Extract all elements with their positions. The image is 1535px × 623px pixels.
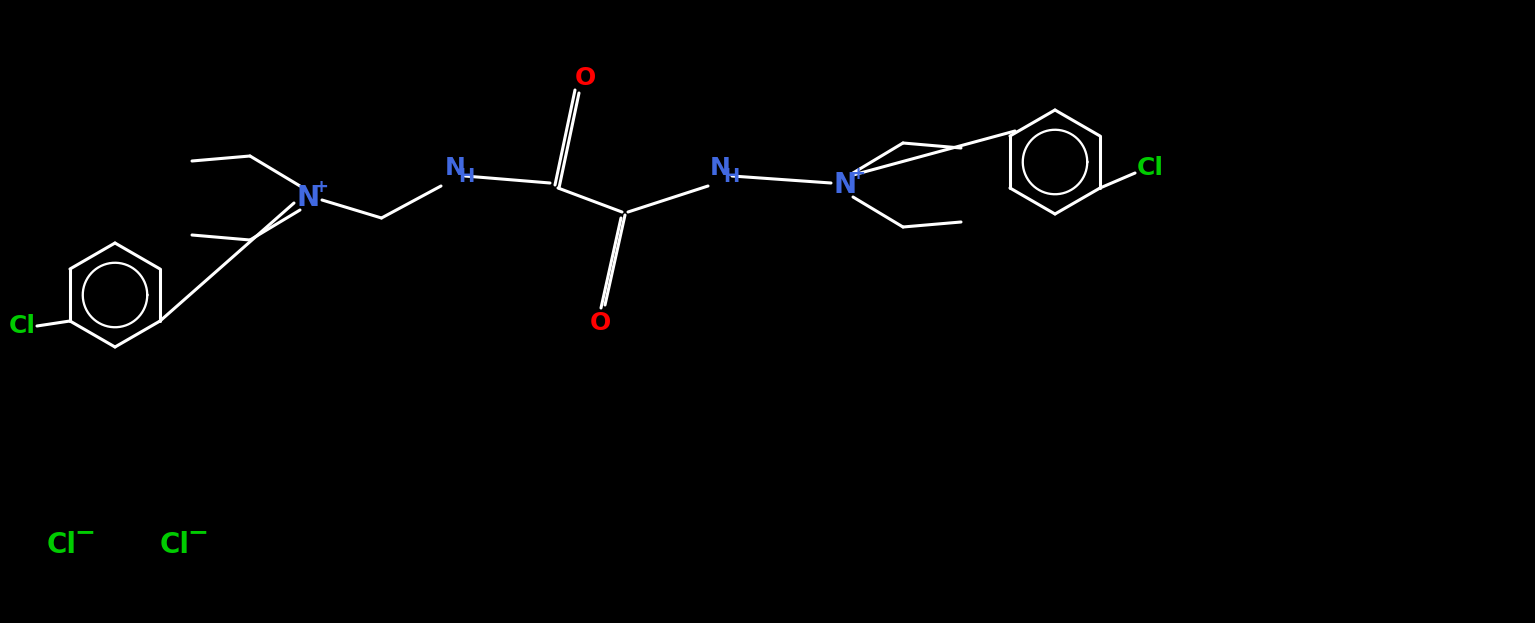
- Text: Cl: Cl: [1136, 156, 1164, 180]
- Text: Cl: Cl: [48, 531, 77, 559]
- Text: +: +: [313, 178, 328, 196]
- Text: −: −: [187, 520, 209, 544]
- Text: Cl: Cl: [160, 531, 190, 559]
- Text: H: H: [723, 166, 740, 186]
- Text: N: N: [834, 171, 857, 199]
- Text: Cl: Cl: [9, 314, 35, 338]
- Text: +: +: [850, 165, 866, 183]
- Text: H: H: [457, 166, 474, 186]
- Text: O: O: [589, 311, 611, 335]
- Text: N: N: [445, 156, 465, 180]
- Text: N: N: [296, 184, 319, 212]
- Text: N: N: [709, 156, 731, 180]
- Text: O: O: [574, 66, 596, 90]
- Text: −: −: [75, 520, 95, 544]
